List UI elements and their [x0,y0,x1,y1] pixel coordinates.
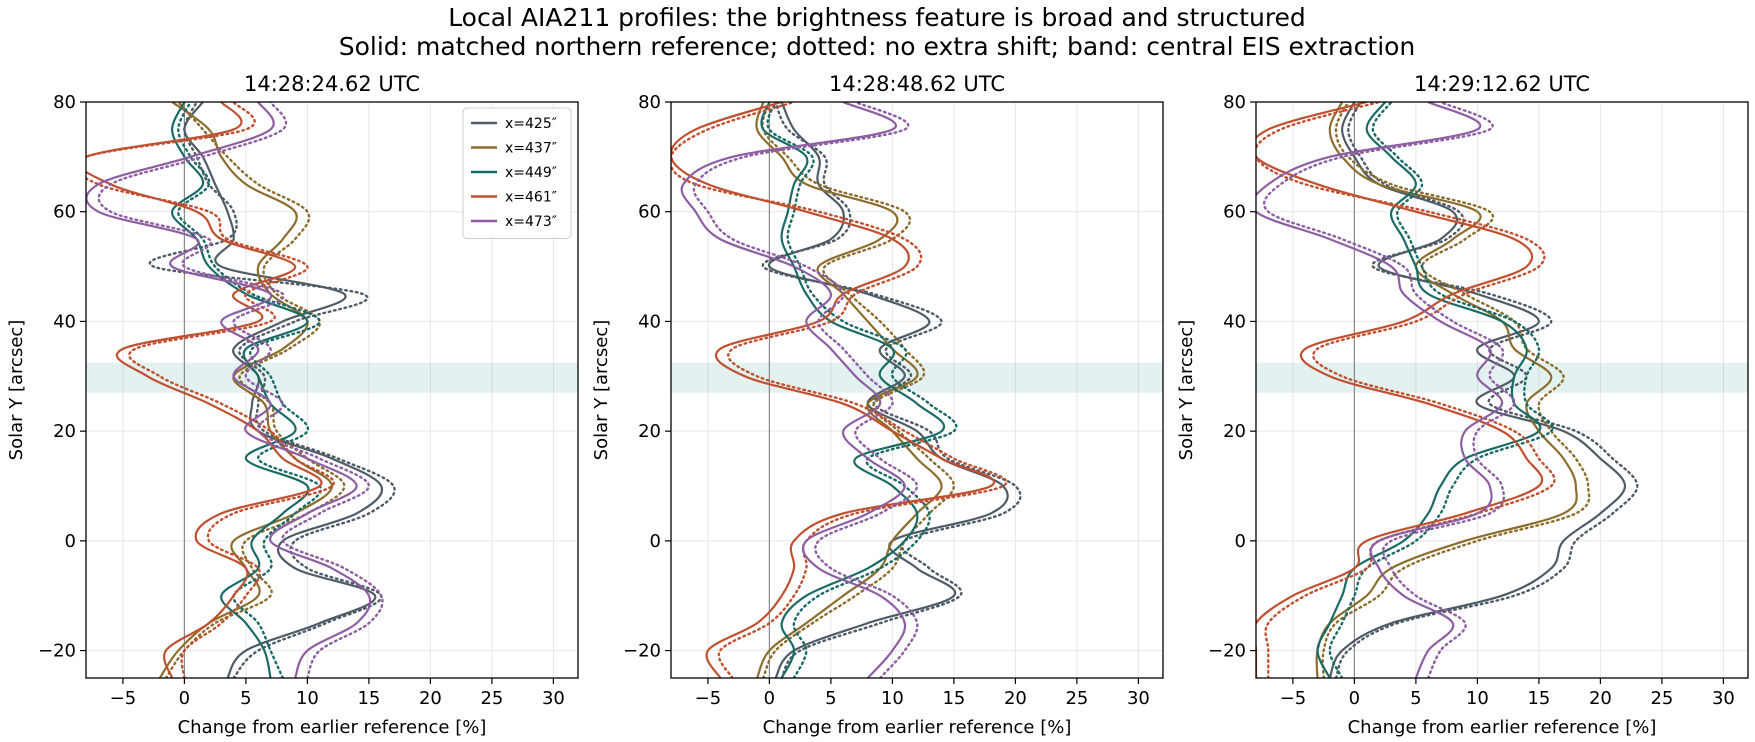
y-tick-label: 60 [638,202,661,223]
series-dotted-1 [148,102,396,678]
y-tick-label: 20 [53,421,76,442]
x-tick-label: 0 [764,688,775,709]
x-tick-label: 30 [1712,688,1735,709]
series-solid-2 [1315,102,1578,678]
y-tick-label: −20 [1208,641,1246,662]
x-tick-label: 30 [542,688,565,709]
x-tick-label: 0 [179,688,190,709]
y-tick-label: 20 [1223,421,1246,442]
panel-title: 14:28:48.62 UTC [829,72,1005,96]
y-axis-label: Solar Y [arcsec] [591,320,612,461]
x-tick-label: −5 [1280,688,1307,709]
series-solid-2 [755,102,943,678]
y-axis-label: Solar Y [arcsec] [1176,320,1197,461]
y-tick-label: 40 [53,311,76,332]
y-tick-label: 60 [1223,202,1246,223]
series-dotted-5 [1262,102,1516,678]
y-tick-label: −20 [38,641,76,662]
x-tick-label: 15 [942,688,965,709]
x-tick-label: 20 [1004,688,1027,709]
axes-frame [1255,101,1749,679]
panel-title: 14:28:24.62 UTC [244,72,420,96]
series-solid-5 [86,102,372,678]
y-tick-label: 40 [638,311,661,332]
panel-3: −5 0 5 10 15 20 25 30 −20 0 20 40 60 80 14:29:12.62 UT… [1176,72,1749,738]
x-axis-label: Change from earlier reference [%] [1348,717,1657,738]
legend-entry: x=437″ [505,141,557,157]
series-solid-1 [183,102,384,678]
panel-1: −5 0 5 10 15 20 25 30 −20 0 20 40 60 80 14:28:24.62 UT… [6,72,579,738]
series-solid-4 [671,102,995,678]
y-tick-label: 60 [53,202,76,223]
legend-entry: x=473″ [505,214,557,230]
panel-title: 14:29:12.62 UTC [1414,72,1590,96]
legend-entry: x=461″ [505,190,557,206]
series-dotted-2 [1321,102,1591,678]
y-tick-label: 40 [1223,311,1246,332]
x-tick-label: 5 [240,688,251,709]
y-tick-label: −20 [623,641,661,662]
y-tick-label: 20 [638,421,661,442]
x-tick-label: 25 [1650,688,1673,709]
y-tick-label: 0 [650,531,661,552]
y-tick-label: 80 [53,92,76,113]
figure-title-line2: Solid: matched northern reference; dotte… [339,32,1416,61]
y-tick-label: 0 [65,531,76,552]
series-dotted-3 [1328,102,1554,678]
y-tick-label: 0 [1235,531,1246,552]
axes-frame [85,101,579,679]
x-tick-label: 5 [1410,688,1421,709]
series-solid-3 [760,102,946,678]
panels: −5 0 5 10 15 20 25 30 −20 0 20 40 60 80 14:28:24.62 UT… [6,72,1749,738]
series-group [1256,102,1639,678]
y-tick-label: 80 [638,92,661,113]
legend: x=425″ x=437″ x=449″ x=461″ x=473″ [462,107,572,239]
panel-2: −5 0 5 10 15 20 25 30 −20 0 20 40 60 80 14:28:48.62 UT… [591,72,1164,738]
series-dotted-4 [1256,102,1556,678]
series-solid-2 [158,102,334,678]
legend-box [462,107,572,239]
series-solid-4 [1256,102,1544,678]
series-dotted-3 [766,102,958,678]
series-solid-3 [171,102,310,678]
series-solid-5 [1256,102,1504,678]
series-group [86,102,396,678]
series-group [671,102,1022,678]
x-tick-label: 5 [825,688,836,709]
series-dotted-5 [97,102,384,678]
axes-frame [670,101,1164,679]
series-solid-4 [86,102,323,678]
series-dotted-5 [692,102,919,678]
x-tick-label: 20 [1589,688,1612,709]
series-dotted-1 [1334,102,1639,678]
x-axis-label: Change from earlier reference [%] [763,717,1072,738]
x-tick-label: 0 [1349,688,1360,709]
x-tick-label: −5 [110,688,137,709]
x-tick-label: 10 [296,688,319,709]
series-dotted-2 [761,102,956,678]
x-tick-label: 10 [1466,688,1489,709]
x-tick-label: 20 [419,688,442,709]
figure-title-line1: Local AIA211 profiles: the brightness fe… [448,3,1306,32]
y-tick-label: 80 [1223,92,1246,113]
x-tick-label: 30 [1127,688,1150,709]
eis-band [86,362,578,393]
x-tick-label: 25 [480,688,503,709]
series-solid-1 [1328,102,1627,678]
x-tick-label: 15 [357,688,380,709]
series-dotted-3 [177,102,322,678]
x-axis-label: Change from earlier reference [%] [178,717,487,738]
series-solid-5 [680,102,907,678]
legend-entry: x=425″ [505,116,557,132]
y-axis-label: Solar Y [arcsec] [6,320,27,461]
x-tick-label: 15 [1527,688,1550,709]
x-tick-label: 10 [881,688,904,709]
series-solid-3 [1316,102,1542,678]
x-tick-label: 25 [1065,688,1088,709]
x-tick-label: −5 [695,688,722,709]
legend-entry: x=449″ [505,165,557,181]
